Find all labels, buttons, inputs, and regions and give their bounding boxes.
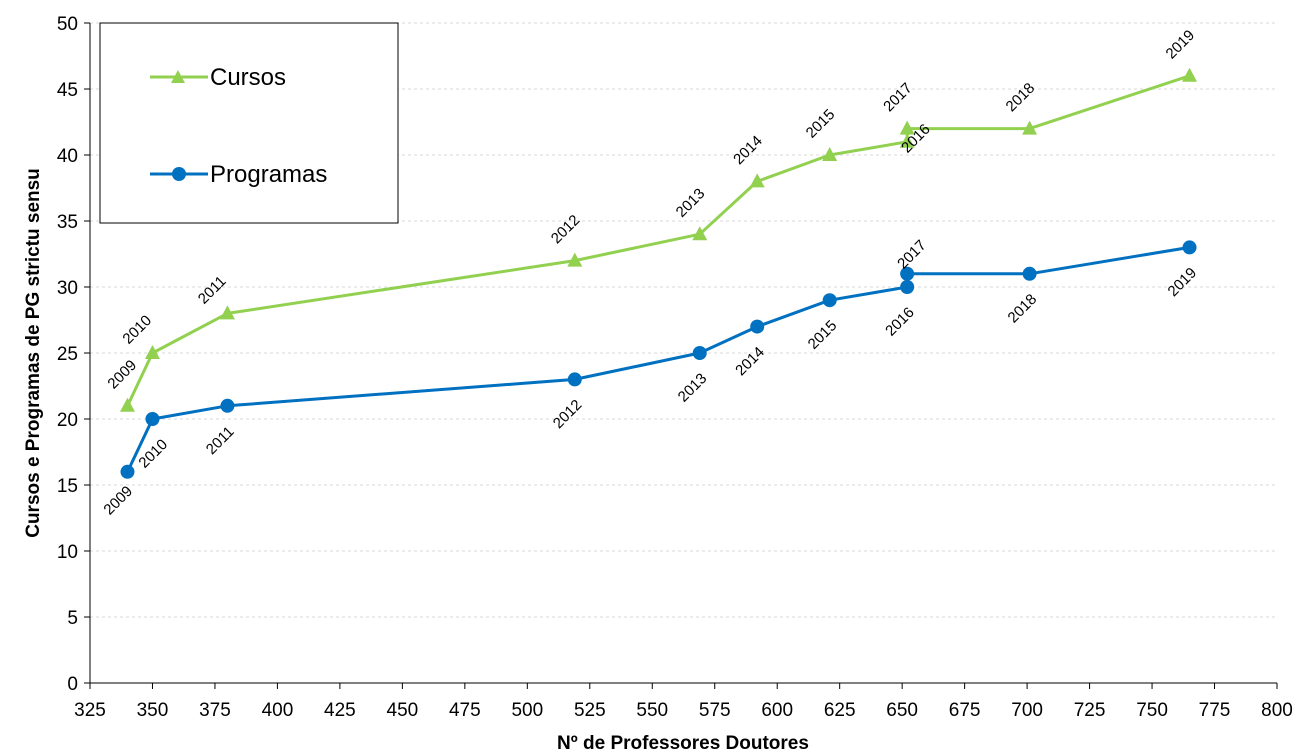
- x-tick-label: 675: [949, 700, 981, 721]
- data-point-cursos: [144, 345, 160, 359]
- x-axis-title: Nº de Professores Doutores: [557, 733, 809, 754]
- series-layer: [119, 67, 1198, 479]
- data-point-programas: [220, 398, 235, 413]
- x-tick-label: 450: [387, 700, 419, 721]
- y-tick-label: 5: [67, 608, 78, 629]
- legend: Cursos Programas: [99, 22, 399, 224]
- point-label-cursos: 2014: [730, 132, 766, 168]
- y-tick-label: 30: [57, 278, 78, 299]
- data-point-programas: [1022, 266, 1037, 281]
- point-label-programas: 2016: [882, 304, 918, 340]
- y-tick-label: 20: [57, 410, 78, 431]
- data-point-programas: [900, 280, 915, 294]
- y-tick-label: 0: [67, 674, 78, 695]
- data-point-programas: [1182, 240, 1197, 255]
- y-axis-title: Cursos e Programas de PG strictu sensu: [23, 168, 44, 538]
- data-point-cursos: [219, 305, 235, 320]
- data-point-programas: [120, 464, 135, 479]
- data-point-cursos: [1182, 67, 1198, 82]
- data-point-programas: [567, 372, 582, 387]
- x-tick-label: 725: [1074, 700, 1106, 721]
- data-point-cursos: [692, 226, 708, 241]
- y-tick-label: 25: [57, 344, 78, 365]
- point-label-cursos: 2016: [898, 121, 934, 157]
- point-label-cursos: 2017: [880, 80, 916, 116]
- data-point-programas: [750, 319, 765, 334]
- data-point-cursos: [567, 252, 583, 267]
- point-label-cursos: 2010: [119, 312, 155, 348]
- x-tick-label: 325: [74, 700, 106, 721]
- x-tick-label: 600: [761, 700, 793, 721]
- point-label-cursos: 2018: [1003, 80, 1039, 116]
- point-label-programas: 2015: [805, 317, 841, 353]
- legend-marker-programas: [172, 167, 186, 181]
- data-point-cursos: [822, 147, 838, 161]
- x-tick-label: 550: [636, 700, 668, 721]
- y-tick-label: 35: [57, 212, 78, 233]
- series-line-programas: [126, 245, 1190, 473]
- y-tick-label: 10: [57, 542, 78, 563]
- point-label-programas: 2017: [894, 237, 930, 273]
- legend-label-cursos: Cursos: [210, 64, 286, 91]
- point-label-programas: 2014: [732, 344, 768, 380]
- point-label-programas: 2013: [675, 370, 711, 406]
- x-tick-label: 475: [449, 700, 481, 721]
- data-point-cursos: [119, 397, 135, 412]
- point-label-programas: 2019: [1165, 264, 1201, 300]
- point-label-cursos: 2019: [1163, 27, 1199, 63]
- x-tick-label: 750: [1136, 700, 1168, 721]
- x-tick-label: 525: [574, 700, 606, 721]
- y-tick-label: 50: [57, 14, 78, 35]
- data-point-programas: [145, 412, 160, 426]
- point-label-programas: 2012: [550, 396, 586, 432]
- x-tick-label: 575: [699, 700, 731, 721]
- axes: [84, 22, 1278, 689]
- x-tick-label: 700: [1011, 700, 1043, 721]
- legend-box: [99, 22, 399, 224]
- x-tick-label: 375: [199, 700, 231, 721]
- data-point-cursos: [749, 173, 765, 188]
- x-tick-label: 650: [886, 700, 918, 721]
- point-label-programas: 2011: [203, 423, 238, 458]
- y-tick-labels: 0 5 10 15 20 25 30 35 40 45 50: [57, 14, 78, 695]
- data-point-cursos: [899, 120, 915, 135]
- data-point-programas: [822, 293, 837, 308]
- y-tick-label: 15: [57, 476, 78, 497]
- x-tick-label: 775: [1199, 700, 1231, 721]
- point-label-cursos: 2015: [803, 106, 839, 142]
- legend-label-programas: Programas: [210, 161, 327, 188]
- point-label-cursos: 2012: [548, 212, 584, 248]
- x-tick-label: 400: [262, 700, 294, 721]
- data-point-cursos: [1022, 120, 1038, 135]
- data-point-programas: [692, 346, 707, 360]
- point-label-cursos: 2011: [195, 273, 230, 308]
- point-label-programas: 2018: [1005, 291, 1041, 327]
- x-tick-label: 625: [824, 700, 856, 721]
- x-tick-label: 500: [511, 700, 543, 721]
- data-point-cursos: [899, 133, 915, 148]
- x-tick-label: 800: [1261, 700, 1293, 721]
- data-point-programas: [900, 266, 915, 281]
- point-label-cursos: 2013: [673, 185, 709, 221]
- y-tick-label: 45: [57, 80, 78, 101]
- x-tick-label: 350: [137, 700, 169, 721]
- x-tick-labels: 325 350 375 400 425 450 475 500 525 550 575 600 625 6…: [74, 700, 1293, 721]
- legend-marker-cursos: [171, 70, 185, 83]
- x-tick-label: 425: [324, 700, 356, 721]
- y-tick-label: 40: [57, 146, 78, 167]
- point-label-programas: 2009: [100, 483, 136, 519]
